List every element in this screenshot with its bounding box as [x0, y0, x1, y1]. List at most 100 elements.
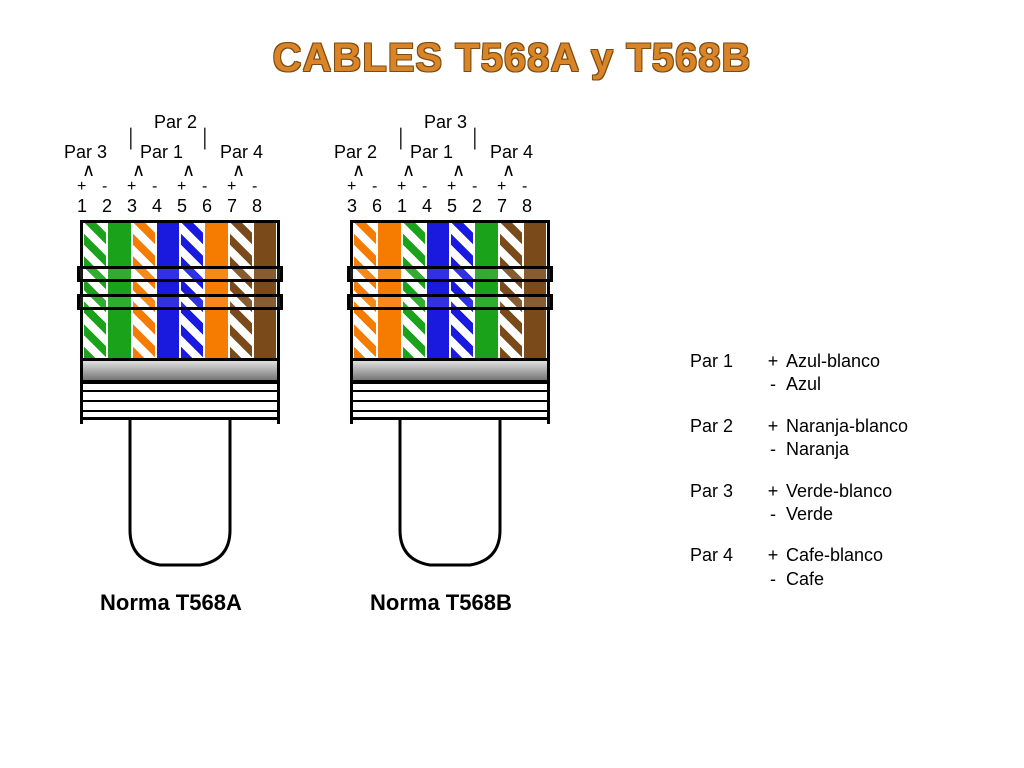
polarity-plus: +	[77, 178, 86, 196]
legend-row-3: Par 3 +Verde-blanco -Verde	[690, 480, 908, 527]
vee-icon: ∧	[82, 164, 95, 176]
legend-pair-1: Par 1	[690, 350, 760, 397]
minus-icon: -	[760, 568, 786, 591]
pair-top-b-2: Par 1	[410, 142, 453, 163]
bracket-icon: │	[200, 132, 211, 144]
polarity-minus: -	[522, 178, 527, 196]
polarity-plus: +	[177, 178, 186, 196]
wire	[500, 223, 522, 358]
legend-row-2: Par 2 +Naranja-blanco -Naranja	[690, 415, 908, 462]
legend-pair-3: Par 3	[690, 480, 760, 527]
minus-icon: -	[760, 373, 786, 396]
legend-3-plus: Verde-blanco	[786, 480, 892, 503]
polarity-plus: +	[127, 178, 136, 196]
wire	[205, 223, 227, 358]
wire	[378, 223, 400, 358]
polarity-minus: -	[372, 178, 377, 196]
legend-4-plus: Cafe-blanco	[786, 544, 883, 567]
pin-b-2: 6	[372, 196, 382, 217]
connector-t568a: Par 2 Par 3 Par 1 Par 4 ∧ ∧ ∧ ∧ │ │ + - …	[70, 120, 330, 210]
wire	[108, 223, 130, 358]
bracket-icon: │	[470, 132, 481, 144]
wire	[230, 223, 252, 358]
polarity-minus: -	[102, 178, 107, 196]
polarity-plus: +	[497, 178, 506, 196]
legend-pair-2: Par 2	[690, 415, 760, 462]
pin-a-7: 7	[227, 196, 237, 217]
norm-label-a: Norma T568A	[100, 590, 242, 616]
wire	[475, 223, 497, 358]
polarity-plus: +	[227, 178, 236, 196]
strain-relief	[350, 380, 550, 424]
wires-a	[83, 223, 277, 358]
plus-icon: +	[760, 415, 786, 438]
pair-top-center-b: Par 3	[424, 112, 467, 133]
pin-a-8: 8	[252, 196, 262, 217]
polarity-minus: -	[252, 178, 257, 196]
minus-icon: -	[760, 503, 786, 526]
minus-icon: -	[760, 438, 786, 461]
page-title: CABLES T568A y T568B	[0, 36, 1024, 81]
polarity-minus: -	[152, 178, 157, 196]
legend-1-plus: Azul-blanco	[786, 350, 880, 373]
pin-b-1: 3	[347, 196, 357, 217]
cable-tail-icon	[80, 420, 280, 590]
legend-4-minus: Cafe	[786, 568, 824, 591]
pin-b-6: 2	[472, 196, 482, 217]
legend: Par 1 +Azul-blanco -Azul Par 2 +Naranja-…	[690, 350, 908, 609]
wire	[181, 223, 203, 358]
legend-2-minus: Naranja	[786, 438, 849, 461]
vee-icon: ∧	[232, 164, 245, 176]
vee-icon: ∧	[132, 164, 145, 176]
pair-top-a-2: Par 1	[140, 142, 183, 163]
legend-3-minus: Verde	[786, 503, 833, 526]
strain-relief	[80, 380, 280, 424]
cable-tail-a	[80, 420, 280, 595]
cable-tail-icon	[350, 420, 550, 590]
legend-1-minus: Azul	[786, 373, 821, 396]
vee-icon: ∧	[182, 164, 195, 176]
pin-a-4: 4	[152, 196, 162, 217]
wire	[133, 223, 155, 358]
polarity-minus: -	[472, 178, 477, 196]
bracket-icon: │	[396, 132, 407, 144]
polarity-minus: -	[422, 178, 427, 196]
vee-icon: ∧	[402, 164, 415, 176]
cable-tail-b	[350, 420, 550, 595]
pin-a-5: 5	[177, 196, 187, 217]
pair-labels-a: Par 2 Par 3 Par 1 Par 4 ∧ ∧ ∧ ∧ │ │ + - …	[70, 120, 330, 210]
vee-icon: ∧	[502, 164, 515, 176]
polarity-minus: -	[202, 178, 207, 196]
legend-row-4: Par 4 +Cafe-blanco -Cafe	[690, 544, 908, 591]
pin-a-1: 1	[77, 196, 87, 217]
pin-a-3: 3	[127, 196, 137, 217]
polarity-plus: +	[347, 178, 356, 196]
polarity-plus: +	[447, 178, 456, 196]
pair-labels-b: Par 3 Par 2 Par 1 Par 4 ∧ ∧ ∧ ∧ │ │ + - …	[340, 120, 600, 210]
wire	[403, 223, 425, 358]
pin-b-8: 8	[522, 196, 532, 217]
pair-top-center-a: Par 2	[154, 112, 197, 133]
wire	[451, 223, 473, 358]
legend-row-1: Par 1 +Azul-blanco -Azul	[690, 350, 908, 397]
wire	[354, 223, 376, 358]
legend-2-plus: Naranja-blanco	[786, 415, 908, 438]
wire	[524, 223, 546, 358]
norm-label-b: Norma T568B	[370, 590, 512, 616]
wire	[157, 223, 179, 358]
legend-pair-4: Par 4	[690, 544, 760, 591]
pin-b-7: 7	[497, 196, 507, 217]
pin-a-6: 6	[202, 196, 212, 217]
vee-icon: ∧	[352, 164, 365, 176]
vee-icon: ∧	[452, 164, 465, 176]
pin-b-3: 1	[397, 196, 407, 217]
bracket-icon: │	[126, 132, 137, 144]
wires-b	[353, 223, 547, 358]
wire	[427, 223, 449, 358]
pin-b-4: 4	[422, 196, 432, 217]
wire	[254, 223, 276, 358]
plus-icon: +	[760, 350, 786, 373]
wire	[84, 223, 106, 358]
plus-icon: +	[760, 480, 786, 503]
pin-a-2: 2	[102, 196, 112, 217]
